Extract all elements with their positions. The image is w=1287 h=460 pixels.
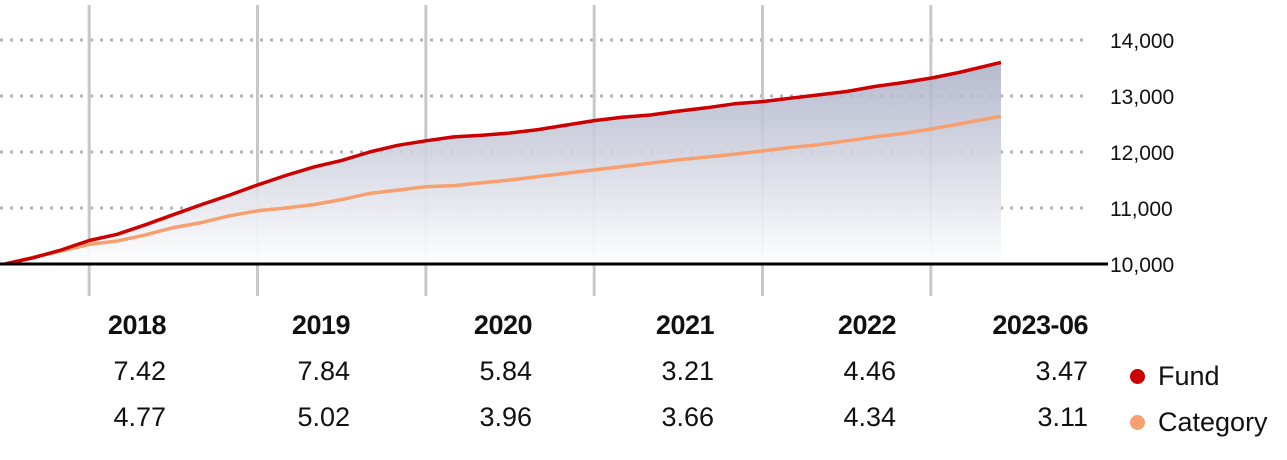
table-row-fund: 7.42 7.84 5.84 3.21 4.46 3.47 Fund — [0, 356, 1287, 396]
category-legend-dot-icon — [1130, 414, 1145, 430]
category-legend-label: Category — [1158, 406, 1268, 437]
fund-value-2019: 7.84 — [297, 356, 350, 386]
table-header-row: 2018 2019 2020 2021 2022 2023-06 — [0, 310, 1287, 350]
horizontal-gridlines — [0, 38, 1090, 210]
category-value-2021: 3.66 — [661, 402, 714, 432]
y-tick-label: 12,000 — [1110, 142, 1174, 165]
table-row-category: 4.77 5.02 3.96 3.66 4.34 3.11 Category — [0, 402, 1287, 442]
fund-value-2020: 5.84 — [479, 356, 532, 386]
column-header-2022: 2022 — [837, 310, 897, 340]
fund-value-2022: 4.46 — [843, 356, 896, 386]
column-header-2021: 2021 — [655, 310, 715, 340]
fund-area-fill — [5, 62, 1001, 265]
category-value-2018: 4.77 — [113, 402, 166, 432]
legend-item-fund: Fund — [1130, 356, 1220, 396]
column-header-2023-06: 2023-06 — [992, 310, 1088, 340]
category-line — [4, 114, 1002, 266]
y-tick-label: 10,000 — [1110, 254, 1174, 277]
column-header-2020: 2020 — [473, 310, 533, 340]
fund-legend-dot-icon — [1130, 368, 1145, 384]
y-tick-label: 14,000 — [1110, 30, 1174, 53]
fund-value-2021: 3.21 — [661, 356, 714, 386]
y-tick-label: 11,000 — [1110, 198, 1173, 221]
column-header-2019: 2019 — [291, 310, 351, 340]
y-tick-label: 13,000 — [1110, 86, 1174, 109]
category-value-2020: 3.96 — [479, 402, 532, 432]
legend-item-category: Category — [1130, 402, 1268, 442]
column-header-2018: 2018 — [107, 310, 167, 340]
growth-chart: 10,000 11,000 12,000 13,000 14,000 — [0, 5, 1174, 296]
fund-value-2023-06: 3.47 — [1035, 356, 1088, 386]
fund-legend-label: Fund — [1158, 360, 1220, 391]
category-value-2023-06: 3.11 — [1037, 402, 1088, 432]
y-axis-tick-labels: 10,000 11,000 12,000 13,000 14,000 — [1110, 30, 1174, 277]
category-value-2022: 4.34 — [843, 402, 896, 432]
fund-value-2018: 7.42 — [113, 356, 166, 386]
category-value-2019: 5.02 — [297, 402, 350, 432]
fund-line — [4, 60, 1002, 266]
